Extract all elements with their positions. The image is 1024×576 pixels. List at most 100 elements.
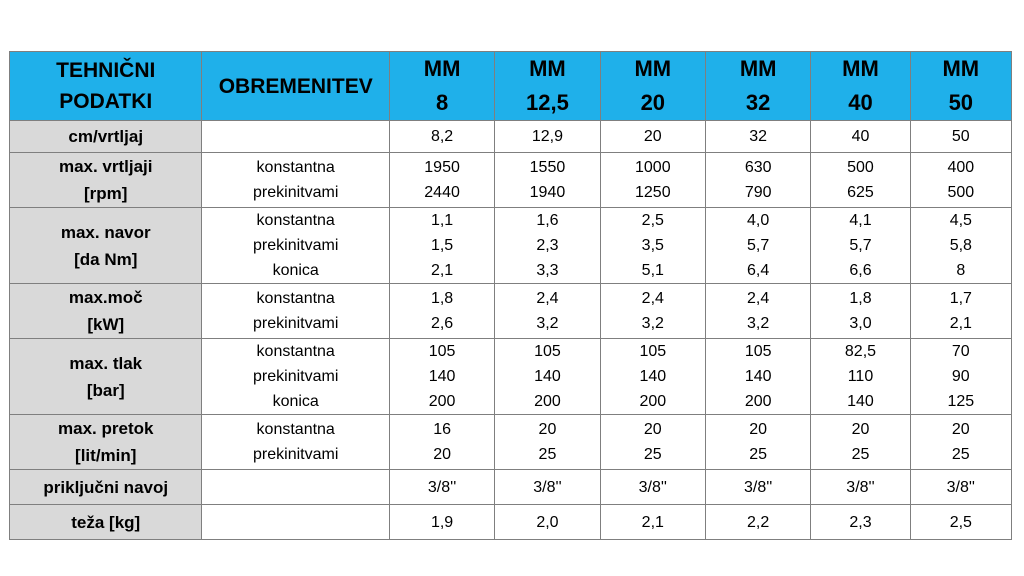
value: 5,7 [849,237,872,254]
load-type: konstantna [256,159,335,176]
row-label-line: priključni navoj [43,477,169,497]
value-cell: 630 790 [704,152,812,208]
value: 125 [947,393,975,410]
header-model-mm8: MM 8 [388,51,496,121]
value: 3,3 [536,262,559,279]
value-cell: 1000 1250 [599,152,706,208]
value: 4,5 [949,212,972,229]
load-type-cell: konstantna prekinitvami [201,152,390,208]
value: 4,0 [747,212,770,229]
value-cell: 2,4 3,2 [494,283,601,339]
value: 1950 [424,159,460,176]
value: 1,5 [430,237,454,254]
row-label-line: max.moč [68,288,143,307]
value-cell: 2,2 [704,504,812,540]
value: 5,7 [747,237,770,254]
value-cell: 3/8'' [909,469,1013,505]
value-cell: 1550 1940 [494,152,601,208]
value: 25 [851,446,870,463]
table-row: cm/vrtljaj 8,2 12,9 20 32 40 50 [8,120,1013,153]
value: 1,6 [536,212,559,229]
load-type: konstantna [256,290,335,307]
value: 25 [643,446,662,463]
value: 5,1 [641,262,664,279]
value: 3/8'' [846,478,875,496]
row-label-line: max. tlak [69,353,143,373]
value: 2,4 [536,290,559,307]
value: 2,5 [949,513,972,531]
value: 20 [433,446,451,463]
header-line: OBREMENITEV [218,74,373,98]
value-cell: 1,9 [388,504,496,540]
value: 50 [951,128,970,145]
value: 500 [947,184,975,201]
row-label: max. vrtljaji [rpm] [8,152,203,208]
header-model-mm50: MM 50 [909,51,1013,121]
load-type: prekinitvami [253,368,339,385]
value: 1000 [635,159,671,176]
row-label-line: cm/vrtljaj [68,127,144,146]
load-type: prekinitvami [253,184,339,201]
header-line: MM [942,56,980,81]
value-cell: 50 [909,120,1013,153]
value-cell: 1950 2440 [388,152,496,208]
value: 20 [643,128,662,145]
value: 200 [639,393,667,410]
value: 2,4 [747,290,770,307]
value: 25 [951,446,970,463]
value: 2,6 [430,315,454,332]
value: 6,4 [747,262,770,279]
value: 16 [433,421,451,438]
value-cell: 20 [599,120,706,153]
value: 105 [534,343,561,360]
load-type: konica [272,262,319,279]
header-line: 12,5 [526,90,569,115]
value: 12,9 [531,128,564,145]
value: 3,2 [536,315,559,332]
load-type: konstantna [256,343,335,360]
value-cell: 20 25 [810,414,911,470]
value: 2,3 [849,513,872,531]
value: 105 [639,343,667,360]
header-line: 20 [640,90,666,115]
load-type-cell [201,469,390,505]
value-cell: 2,5 3,5 5,1 [599,207,706,284]
value-cell: 2,4 3,2 [704,283,812,339]
value: 8,2 [430,128,454,145]
value-cell: 20 25 [494,414,601,470]
value-cell: 4,5 5,8 8 [909,207,1013,284]
row-label-line: [bar] [86,380,125,400]
value: 140 [847,393,874,410]
value: 40 [851,128,870,145]
value: 105 [428,343,456,360]
value-cell: 32 [704,120,812,153]
value-cell: 3/8'' [388,469,496,505]
value: 8 [956,262,966,279]
header-line: MM [739,56,777,81]
value-cell: 105 140 200 [388,338,496,415]
value-cell: 20 25 [599,414,706,470]
value: 140 [639,368,667,385]
table-header-row: TEHNIČNI PODATKI OBREMENITEV MM 8 MM 12,… [8,51,1013,121]
header-model-mm20: MM 20 [599,51,706,121]
value: 3,2 [641,315,664,332]
value-cell: 105 140 200 [494,338,601,415]
value: 1550 [529,159,566,176]
value-cell: 1,8 3,0 [810,283,911,339]
table-row: max. navor [da Nm] konstantna prekinitvami k… [8,207,1013,284]
value: 5,8 [949,237,972,254]
value-cell: 82,5 110 140 [810,338,911,415]
value: 25 [749,446,768,463]
value-cell: 2,0 [494,504,601,540]
value-cell: 1,8 2,6 [388,283,496,339]
row-label-line: [kW] [87,315,125,334]
value: 2,4 [641,290,664,307]
header-line: 8 [435,90,449,115]
value: 20 [538,421,557,438]
value: 20 [851,421,870,438]
load-type-cell: konstantna prekinitvami konica [201,207,390,284]
row-label: max. pretok [lit/min] [8,414,203,470]
value-cell: 3/8'' [599,469,706,505]
value-cell: 2,3 [810,504,911,540]
row-label-line: [rpm] [84,184,128,203]
